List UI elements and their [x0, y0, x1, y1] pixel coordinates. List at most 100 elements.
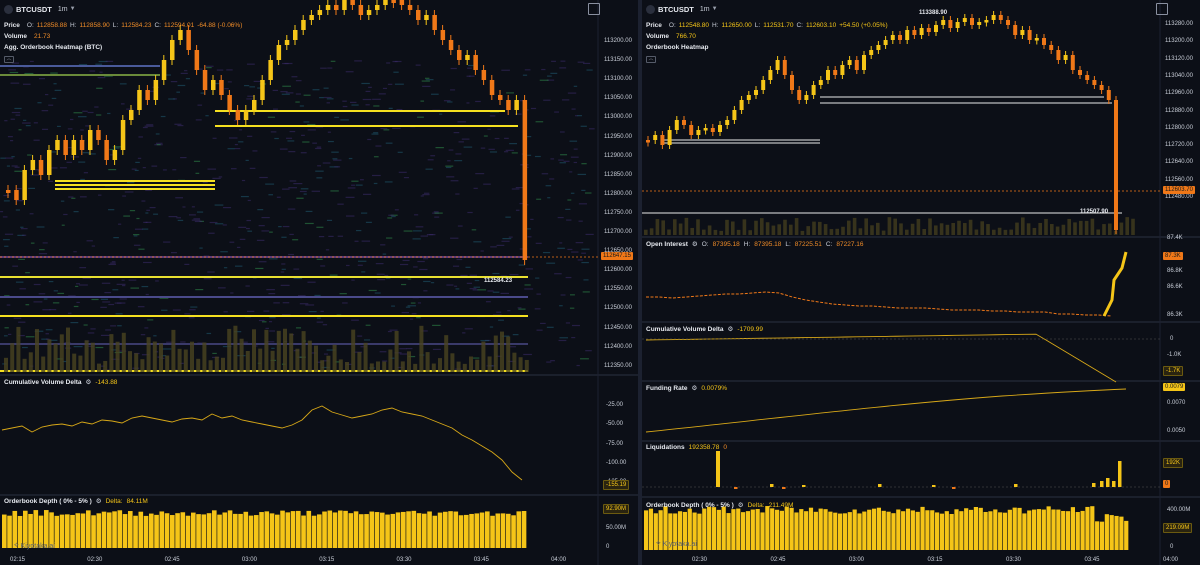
candle-body [1006, 20, 1010, 25]
heatmap-cell [316, 258, 323, 260]
heatmap-cell [390, 214, 398, 216]
heatmap-cell [567, 199, 572, 201]
depth-bar [750, 509, 755, 550]
heatmap-cell [113, 237, 119, 239]
volume-bar [893, 218, 897, 235]
heatmap-cell [292, 239, 299, 241]
liq-suffix: 0 [723, 444, 727, 451]
left-time-tick: 04:00 [551, 557, 567, 563]
heatmap-cell [287, 208, 296, 210]
volume-bar [794, 218, 799, 235]
depth-bar [96, 513, 102, 548]
depth-bar [464, 514, 469, 548]
liq-bar [1106, 478, 1110, 487]
right-timeframe-selector[interactable]: 1m ▼ [700, 6, 718, 13]
heatmap-cell [258, 225, 265, 227]
collapse-legend-button[interactable]: ︿ [4, 56, 14, 63]
volume-bar [974, 229, 979, 235]
heatmap-cell [78, 63, 88, 66]
heatmap-cell [316, 146, 322, 148]
volume-bar [493, 335, 498, 372]
depth-bar [338, 510, 343, 548]
right-chart-canvas[interactable] [642, 0, 1200, 565]
candle-body [47, 150, 52, 175]
left-timeframe-selector[interactable]: 1m ▼ [58, 6, 76, 13]
right-price-tick: 113040.00 [1165, 72, 1193, 79]
depth-bar [847, 512, 852, 550]
volume-bar [1067, 218, 1071, 235]
heatmap-cell [394, 60, 402, 63]
volume-bar [986, 224, 990, 235]
volume-bar [649, 228, 654, 235]
depth-bar [432, 515, 438, 548]
heatmap-cell [463, 146, 473, 148]
candle-body [660, 135, 665, 145]
depth-bar [838, 513, 843, 550]
settings-icon[interactable]: ⚙ [737, 502, 744, 509]
heatmap-cell [322, 162, 331, 164]
heatmap-cell [14, 107, 22, 110]
left-price-tick: 112750.00 [604, 209, 632, 216]
candle-body [818, 80, 823, 85]
volume-bar [818, 221, 822, 235]
depth-bar [2, 514, 7, 548]
left-symbol-selector[interactable]: BTCUSDT [4, 4, 52, 14]
heatmap-cell [363, 339, 371, 341]
left-symbol-label: BTCUSDT [16, 4, 52, 14]
heatmap-cell [403, 230, 413, 232]
heatmap-cell [496, 244, 505, 246]
heatmap-cell [110, 262, 116, 264]
heatmap-cell [273, 302, 280, 304]
depth-bar [1022, 513, 1027, 550]
heatmap-cell [222, 345, 232, 348]
candle-body [898, 35, 902, 40]
heatmap-cell [280, 91, 288, 93]
heatmap-cell [236, 246, 241, 249]
heatmap-cell [446, 101, 453, 103]
depth-bar [833, 512, 838, 550]
heatmap-cell [207, 271, 215, 273]
heatmap-cell [234, 265, 243, 267]
volume-bar [10, 343, 15, 372]
heatmap-cell [163, 241, 171, 243]
heatmap-cell [111, 358, 120, 360]
depth-bar [359, 514, 364, 548]
heatmap-cell [297, 295, 306, 297]
heatmap-cell [212, 137, 217, 139]
heatmap-cell [234, 119, 238, 122]
heatmap-cell [295, 101, 300, 103]
volume-bar [258, 348, 263, 372]
settings-icon[interactable]: ⚙ [691, 241, 698, 248]
settings-icon[interactable]: ⚙ [95, 498, 102, 505]
settings-icon[interactable]: ⚙ [691, 385, 698, 392]
depth-bar [1032, 509, 1037, 550]
heatmap-cell [498, 319, 504, 321]
heatmap-cell [302, 141, 310, 143]
right-symbol-selector[interactable]: BTCUSDT [646, 4, 694, 14]
heatmap-cell [321, 366, 330, 369]
left-chart-canvas[interactable] [0, 0, 638, 565]
heatmap-cell [108, 303, 115, 306]
heatmap-cell [495, 355, 502, 357]
heatmap-cell [480, 339, 490, 342]
funding-tick: 0.0070 [1167, 400, 1186, 406]
right-fullscreen-icon[interactable] [1156, 3, 1168, 15]
panel-divider[interactable] [638, 0, 642, 565]
candle-body [962, 18, 967, 22]
left-fullscreen-icon[interactable] [588, 3, 600, 15]
heatmap-cell [540, 322, 546, 325]
right-high-label: 113388.90 [919, 10, 948, 16]
heatmap-cell [280, 271, 285, 273]
heatmap-cell [42, 309, 51, 311]
heatmap-cell [557, 247, 565, 249]
volume-bar [702, 229, 706, 235]
heatmap-cell [90, 328, 96, 330]
heatmap-cell [202, 181, 208, 184]
settings-icon[interactable]: ⚙ [85, 379, 92, 386]
heatmap-cell [405, 306, 411, 308]
candle-body [448, 40, 454, 50]
volume-bar [765, 222, 770, 235]
collapse-legend-button[interactable]: ︿ [646, 56, 656, 63]
volume-bar [301, 331, 306, 372]
settings-icon[interactable]: ⚙ [727, 326, 734, 333]
